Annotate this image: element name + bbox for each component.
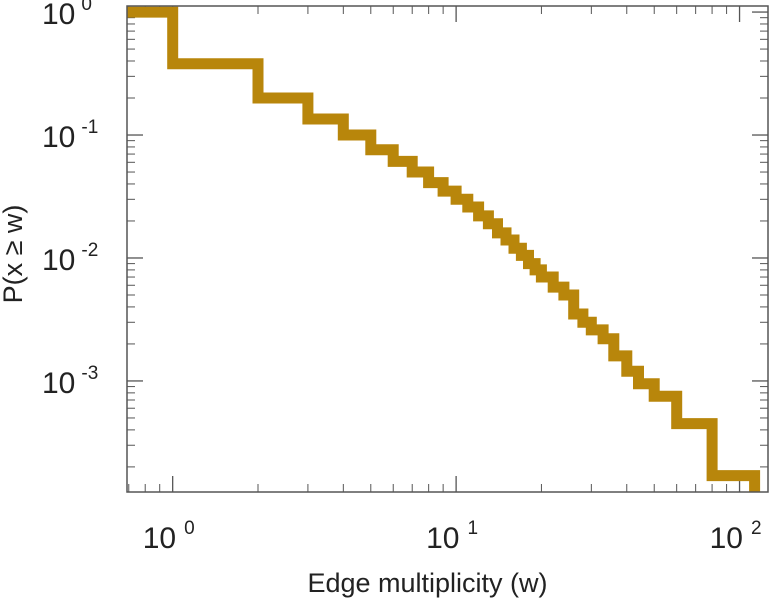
y-axis-title: P(x ≥ w) bbox=[0, 205, 28, 304]
plot-frame bbox=[126, 5, 769, 493]
x-tick-label: 10 2 bbox=[710, 518, 762, 555]
y-tick-label: 10 -1 bbox=[42, 117, 98, 154]
y-tick-label: 10 -3 bbox=[42, 363, 98, 400]
y-tick-label: 10 -2 bbox=[42, 240, 98, 277]
x-tick-label: 10 1 bbox=[426, 518, 478, 555]
y-tick-label: 10 0 bbox=[42, 0, 92, 31]
x-tick-label: 10 0 bbox=[143, 518, 195, 555]
x-tick-labels: 10 0 10 1 10 2 bbox=[143, 518, 762, 555]
ccdf-series-line bbox=[127, 6, 761, 492]
x-axis-title: Edge multiplicity (w) bbox=[307, 568, 547, 598]
